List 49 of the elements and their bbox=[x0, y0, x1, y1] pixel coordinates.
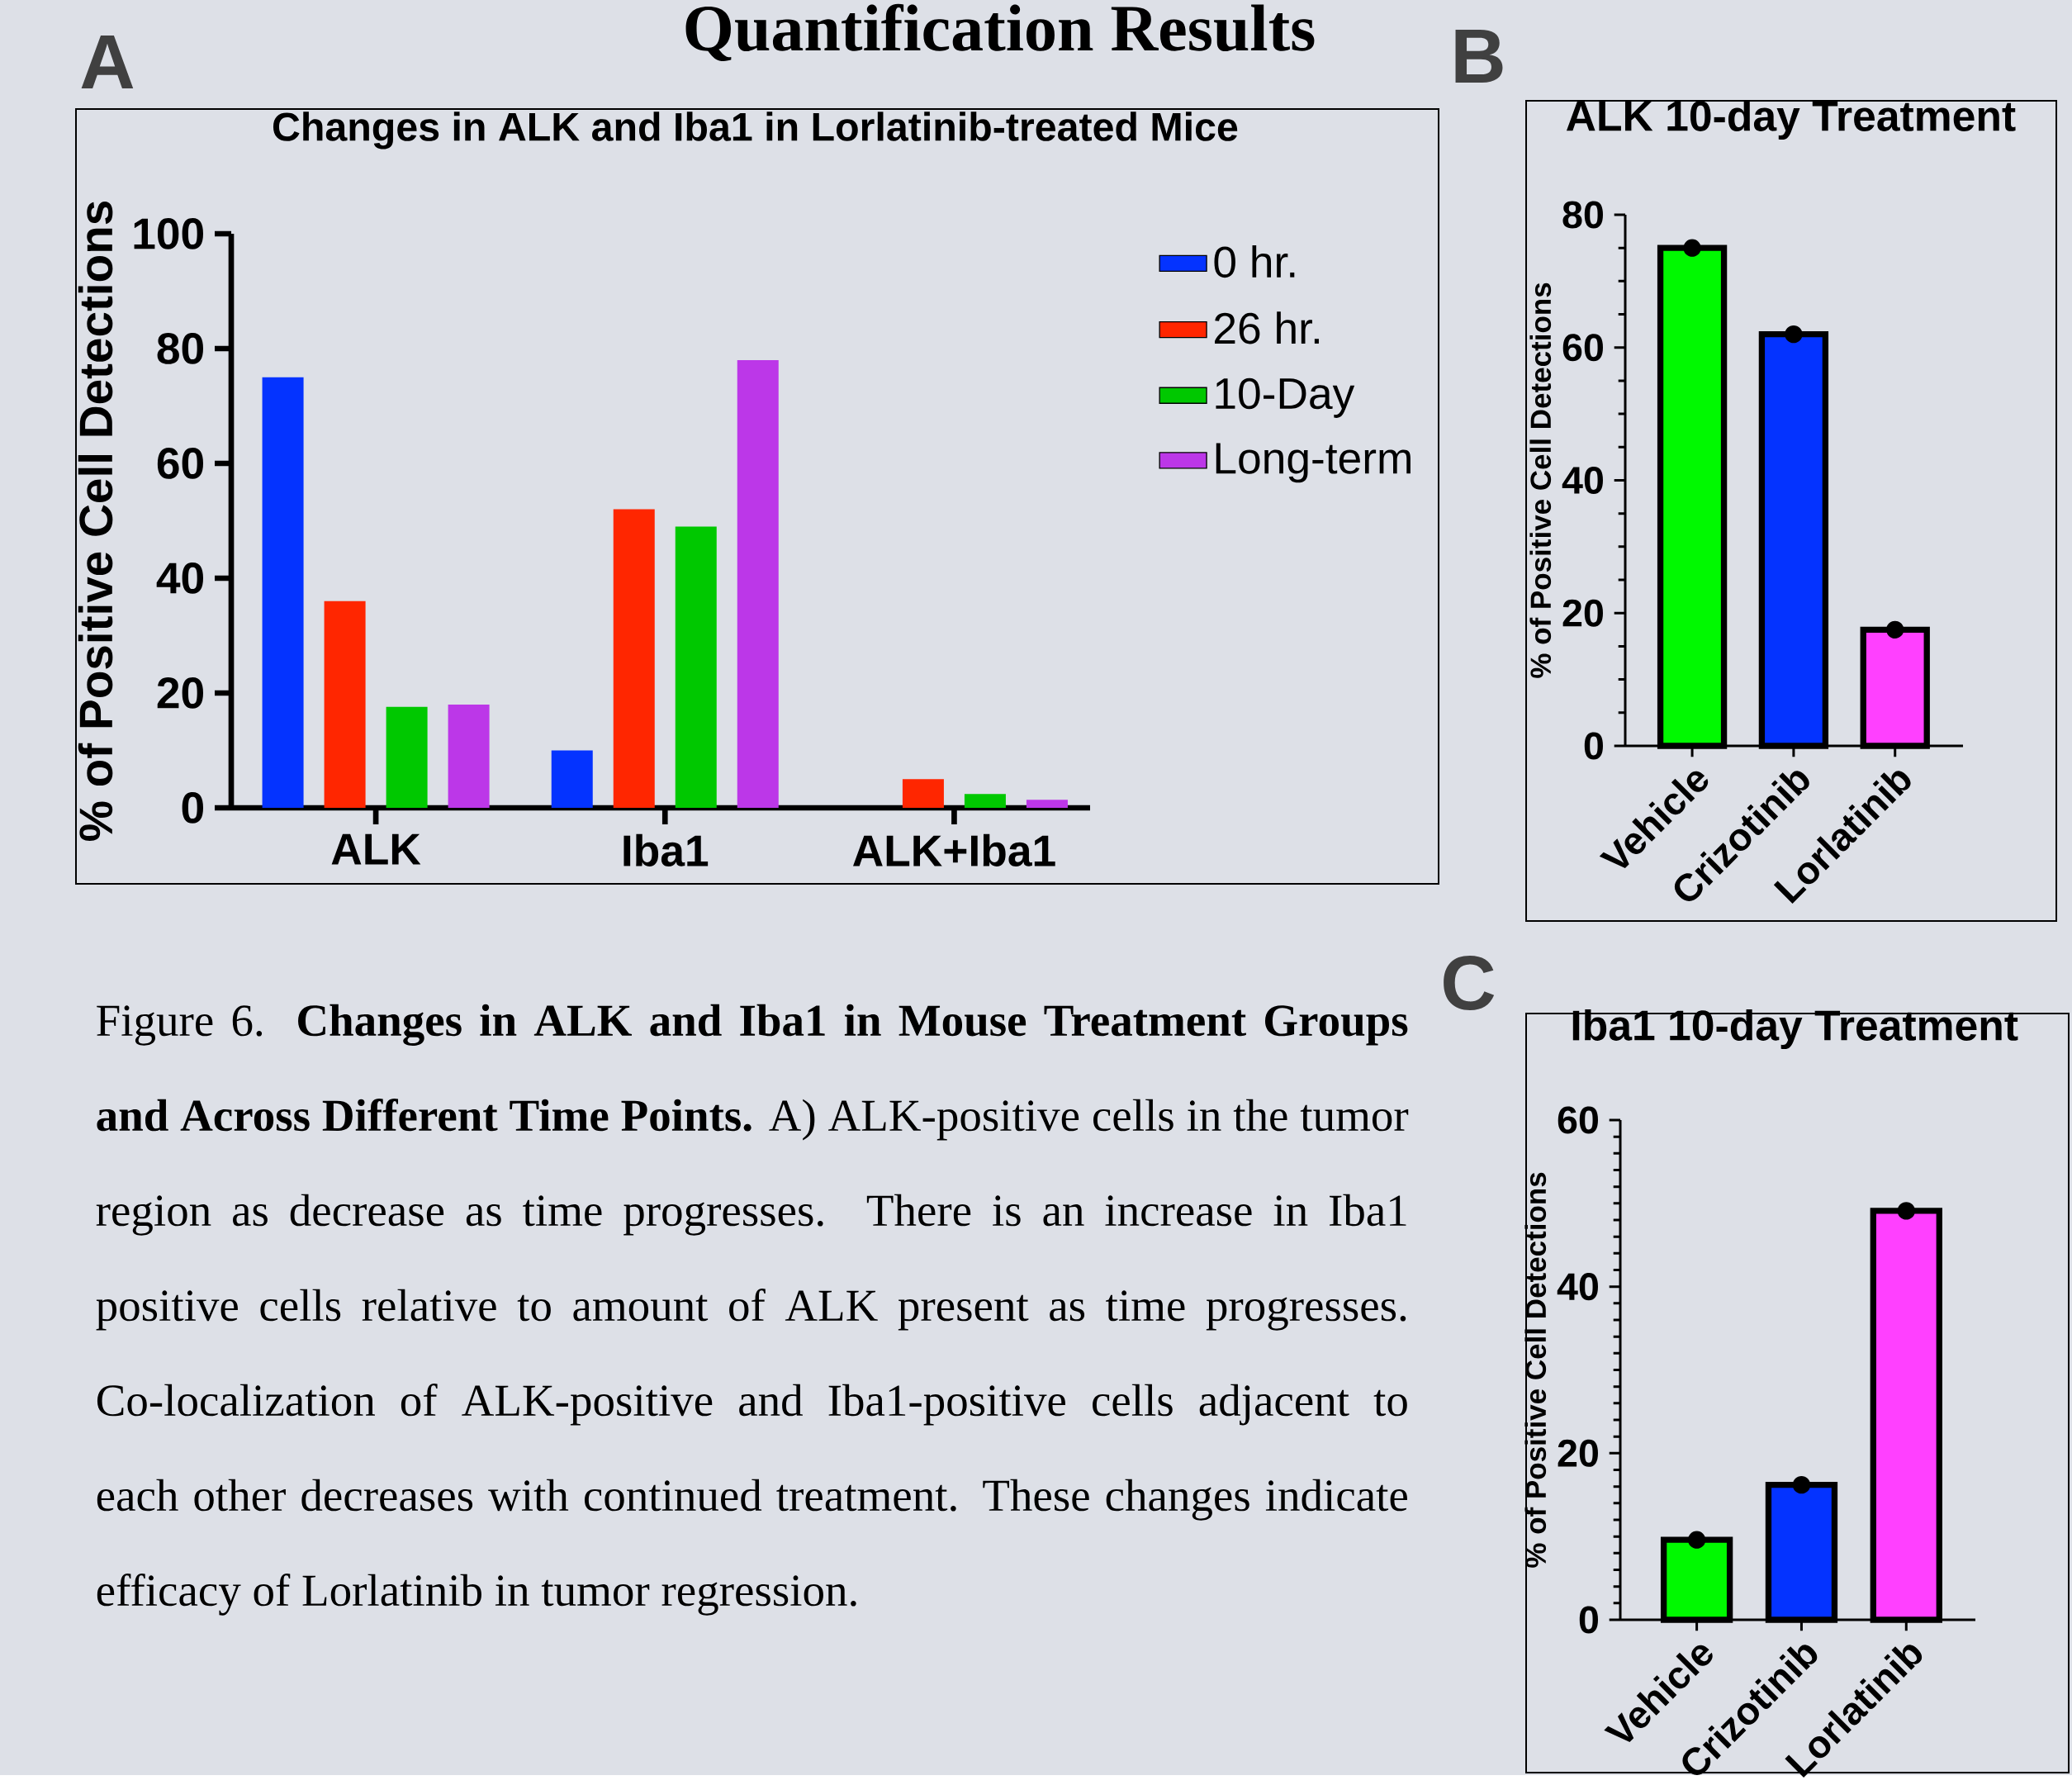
bar bbox=[448, 704, 490, 808]
bar bbox=[902, 779, 944, 808]
legend-label: 26 hr. bbox=[1215, 311, 1319, 344]
text: Figure 6. Changes in ALK and Iba1 in Mouse Treatment Groups and Across Different Time Points. A) ALK-positive cells in the tumor region as decrease as time progresses. There is an increase in Iba1 positive cells relative to amount of ALK present as time progresses. Co-localization of ALK-positive and Iba1-positive cells adjacent to each other decreases with continued treatment. These changes indicate efficacy of Lorlatinib in tumor regression. bbox=[96, 1004, 1409, 1616]
legend-label: Long-term bbox=[1216, 443, 1411, 483]
legend-label: 10-Day bbox=[1216, 377, 1355, 418]
y-tick-label: 20 bbox=[1562, 599, 1603, 627]
point bbox=[1886, 620, 1904, 639]
chart-title: Iba1 10-day Treatment bbox=[1572, 1009, 2018, 1050]
text: A bbox=[81, 35, 134, 89]
bar bbox=[386, 706, 428, 808]
bar bbox=[324, 601, 366, 808]
y-tick-label: 80 bbox=[1562, 201, 1603, 229]
chart-title: Changes in ALK and Iba1 in Lorlatinib-treated Mice bbox=[273, 112, 1238, 150]
y-tick-label: 100 bbox=[134, 218, 203, 249]
y-tick-label: 0 bbox=[182, 792, 203, 824]
bar bbox=[1026, 800, 1068, 808]
point bbox=[1792, 1475, 1811, 1494]
y-axis-title: % of Positive Cell Detections bbox=[78, 201, 113, 841]
y-tick-label: 20 bbox=[157, 677, 203, 709]
legend-label: 0 hr. bbox=[1214, 244, 1295, 278]
y-tick-label: 40 bbox=[156, 563, 203, 594]
y-tick-label: 40 bbox=[1557, 1273, 1598, 1301]
bar bbox=[613, 509, 655, 808]
point bbox=[1785, 325, 1803, 344]
y-tick-label: 60 bbox=[157, 448, 203, 479]
point bbox=[1897, 1202, 1915, 1220]
text: B bbox=[1455, 29, 1503, 83]
bar bbox=[964, 794, 1006, 808]
y-tick-label: 60 bbox=[1558, 1106, 1598, 1134]
y-tick-label: 40 bbox=[1562, 466, 1603, 494]
y-tick-label: 0 bbox=[1579, 1606, 1598, 1634]
bar bbox=[675, 526, 717, 808]
point bbox=[1683, 239, 1701, 257]
bar bbox=[262, 377, 304, 808]
y-axis-title: % of Positive Cell Detections bbox=[1529, 282, 1552, 678]
bar bbox=[737, 359, 779, 808]
y-tick-label: 80 bbox=[157, 333, 203, 364]
y-tick-label: 60 bbox=[1562, 334, 1603, 362]
text: Quantification Results bbox=[685, 3, 1315, 61]
x-tick-label: ALK+Iba1 bbox=[853, 833, 1055, 866]
y-tick-label: 0 bbox=[1584, 732, 1603, 760]
x-tick-label: Iba1 bbox=[623, 833, 709, 866]
y-tick-label: 20 bbox=[1558, 1439, 1598, 1467]
point bbox=[1687, 1531, 1706, 1549]
chart-title: ALK 10-day Treatment bbox=[1566, 99, 2016, 140]
bar bbox=[551, 750, 593, 808]
text: C bbox=[1444, 955, 1495, 1010]
x-tick-label: ALK bbox=[331, 833, 421, 865]
